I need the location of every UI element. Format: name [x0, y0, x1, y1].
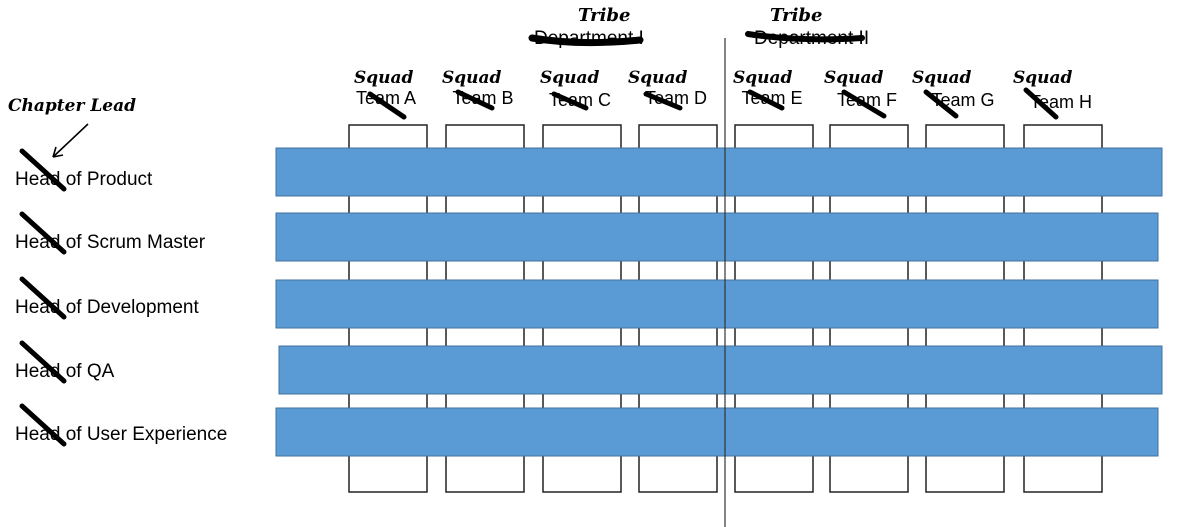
team-g-label: Team G — [931, 90, 994, 110]
team-e-strike — [747, 89, 785, 111]
chapter-lead-arrow — [52, 123, 89, 158]
team-e-annotation: Squad — [733, 68, 793, 88]
team-h-annotation: Squad — [1013, 68, 1073, 88]
chapter-label-user-experience: Head of User Experience — [15, 424, 227, 445]
chapter-bar-qa — [278, 345, 1163, 395]
chapter-bar-product — [275, 147, 1163, 197]
chapter-lead-annotation: Chapter Lead — [8, 96, 136, 158]
department-1-strike — [528, 34, 644, 47]
chapter-strike-product — [19, 148, 67, 192]
chapter-bar-user-experience — [275, 407, 1159, 457]
team-h-strike — [1023, 87, 1059, 120]
team-g-annotation: Squad — [912, 68, 972, 88]
department-1-annotation: Tribe — [578, 5, 630, 26]
chapter-strike-user-experience — [19, 403, 67, 447]
team-a-annotation: Squad — [354, 68, 414, 88]
team-d-annotation: Squad — [628, 68, 688, 88]
chapter-strike-scrum-master — [19, 211, 67, 255]
department-2-strike — [745, 31, 865, 43]
chapter-strike-development — [19, 276, 67, 320]
chapter-strike-qa — [19, 340, 67, 384]
team-b-strike — [455, 89, 495, 111]
team-b-label: Team B — [452, 88, 513, 108]
team-f-strike — [841, 89, 887, 119]
team-b-annotation: Squad — [442, 68, 502, 88]
team-a-strike — [367, 91, 407, 120]
department-header-1: Department I Tribe — [528, 5, 644, 49]
team-c-annotation: Squad — [540, 68, 600, 88]
chapter-bar-development — [275, 279, 1159, 329]
chapter-lead-arrowhead — [52, 146, 64, 158]
chapter-bars — [275, 147, 1163, 457]
chapter-bar-scrum-master — [275, 212, 1159, 262]
team-c-label: Team C — [549, 90, 611, 110]
chapter-lead-label: Chapter Lead — [8, 96, 136, 116]
chapter-label-qa: Head of QA — [15, 361, 115, 382]
team-d-strike — [643, 91, 683, 111]
team-d-label: Team D — [645, 88, 707, 108]
team-c-strike — [551, 91, 589, 111]
chapter-label-product: Head of Product — [15, 169, 153, 190]
department-header-2: Department II Tribe — [745, 5, 869, 49]
team-f-annotation: Squad — [824, 68, 884, 88]
department-2-annotation: Tribe — [770, 5, 822, 26]
team-g-strike — [923, 89, 959, 119]
